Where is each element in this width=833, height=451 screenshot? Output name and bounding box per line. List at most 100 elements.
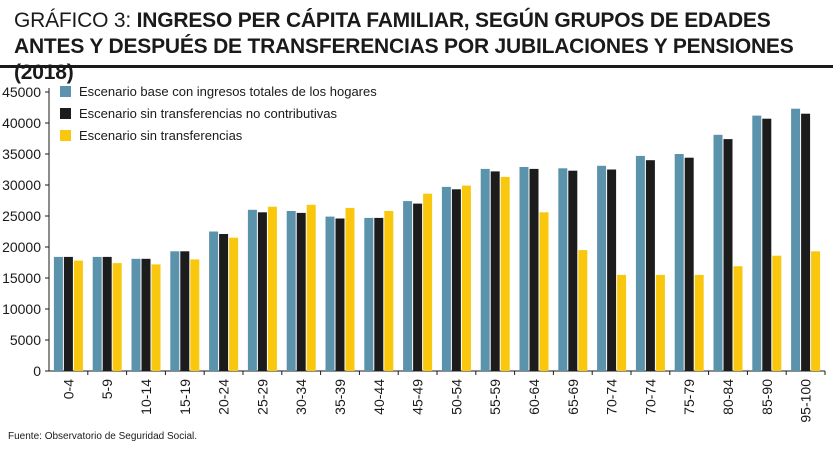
bar-sin_transf-6 [306,204,316,371]
x-tick-label: 10-14 [138,379,154,415]
x-tick-label: 15-19 [177,379,193,415]
bar-base-16 [674,154,684,371]
x-tick-label: 75-79 [681,379,697,415]
bar-sin_transf-7 [345,207,355,371]
bar-base-0 [53,256,63,371]
bar-no_contrib-6 [296,212,306,371]
bar-no_contrib-0 [63,256,73,371]
bar-no_contrib-18 [762,118,772,371]
x-tick-label: 95-100 [798,379,814,423]
bar-no_contrib-19 [801,113,811,371]
y-tick-label: 40000 [2,115,41,131]
bar-base-12 [519,167,529,371]
bar-base-9 [403,201,413,371]
x-tick-label: 35-39 [332,379,348,415]
bar-sin_transf-2 [151,264,161,371]
bar-base-4 [209,231,219,371]
x-tick-label: 70-74 [604,379,620,415]
x-tick-label: 20-24 [216,379,232,415]
bar-base-18 [752,115,762,371]
x-tick-label: 50-54 [448,379,464,415]
bar-sin_transf-15 [655,274,665,371]
bar-no_contrib-7 [335,218,345,371]
y-tick-label: 25000 [2,208,41,224]
y-tick-label: 10000 [2,301,41,317]
legend-swatch-base [60,86,71,97]
legend-swatch-sin_transf [60,130,71,141]
y-tick-label: 30000 [2,177,41,193]
x-tick-label: 45-49 [410,379,426,415]
x-tick-label: 80-84 [720,379,736,415]
bar-base-1 [92,256,102,371]
bar-no_contrib-12 [529,168,539,371]
legend-label-no_contrib: Escenario sin transferencias no contribu… [79,106,337,121]
bar-no_contrib-13 [568,170,578,371]
y-tick-label: 20000 [2,239,41,255]
source-note: Fuente: Observatorio de Seguridad Social… [8,431,197,442]
x-tick-label: 70-74 [642,379,658,415]
legend-label-sin_transf: Escenario sin transferencias [79,128,243,143]
x-tick-label: 0-4 [60,379,76,399]
bar-sin_transf-3 [190,259,200,371]
x-tick-label: 55-59 [487,379,503,415]
bar-sin_transf-14 [617,274,627,371]
x-tick-label: 60-64 [526,379,542,415]
x-tick-label: 40-44 [371,379,387,415]
y-tick-label: 15000 [2,270,41,286]
bar-sin_transf-12 [539,212,549,371]
bar-sin_transf-11 [500,176,510,371]
bar-no_contrib-9 [413,203,423,371]
y-tick-label: 35000 [2,146,41,162]
bar-no_contrib-5 [257,212,267,371]
bar-no_contrib-10 [451,189,461,371]
bar-base-11 [480,168,490,371]
bar-no_contrib-17 [723,139,733,371]
title-line-1: GRÁFICO 3: INGRESO PER CÁPITA FAMILIAR, … [14,8,824,34]
y-tick-label: 45000 [2,84,41,100]
bar-sin_transf-1 [112,263,122,371]
bar-sin_transf-19 [811,251,821,371]
bar-sin_transf-8 [384,211,394,371]
bar-no_contrib-14 [607,169,617,371]
title-main-line-1: INGRESO PER CÁPITA FAMILIAR, SEGÚN GRUPO… [136,9,771,32]
bar-base-7 [325,216,335,371]
bar-sin_transf-17 [733,266,743,371]
x-tick-label: 30-34 [293,379,309,415]
legend-label-base: Escenario base con ingresos totales de l… [79,84,377,99]
bar-no_contrib-3 [180,251,190,371]
bar-no_contrib-15 [645,160,655,371]
bar-sin_transf-9 [423,193,433,371]
bar-base-17 [713,134,723,371]
bar-sin_transf-16 [694,274,704,371]
bar-sin_transf-10 [461,185,471,371]
x-tick-label: 85-90 [759,379,775,415]
bar-no_contrib-11 [490,171,500,371]
bar-base-8 [364,217,374,371]
x-tick-label: 65-69 [565,379,581,415]
bar-base-19 [791,108,801,371]
bar-sin_transf-4 [229,237,239,371]
bar-sin_transf-13 [578,250,588,371]
bar-base-3 [170,251,180,371]
x-tick-label: 25-29 [254,379,270,415]
bar-base-13 [558,168,568,371]
bar-no_contrib-8 [374,217,384,371]
bar-base-15 [635,155,645,371]
chart-title: GRÁFICO 3: INGRESO PER CÁPITA FAMILIAR, … [14,8,824,86]
bar-no_contrib-16 [684,157,694,371]
bar-base-14 [597,165,607,371]
bar-sin_transf-0 [73,260,83,371]
bar-base-2 [131,258,141,371]
title-prefix: GRÁFICO 3: [14,9,132,32]
x-tick-label: 5-9 [99,379,115,399]
bar-sin_transf-5 [267,206,277,371]
bar-sin_transf-18 [772,255,782,371]
bar-base-6 [286,211,296,371]
bar-no_contrib-2 [141,258,151,371]
y-tick-label: 0 [33,363,41,379]
bar-base-10 [441,186,451,371]
bar-no_contrib-4 [219,234,229,371]
bar-no_contrib-1 [102,256,112,371]
y-tick-label: 5000 [10,332,41,348]
